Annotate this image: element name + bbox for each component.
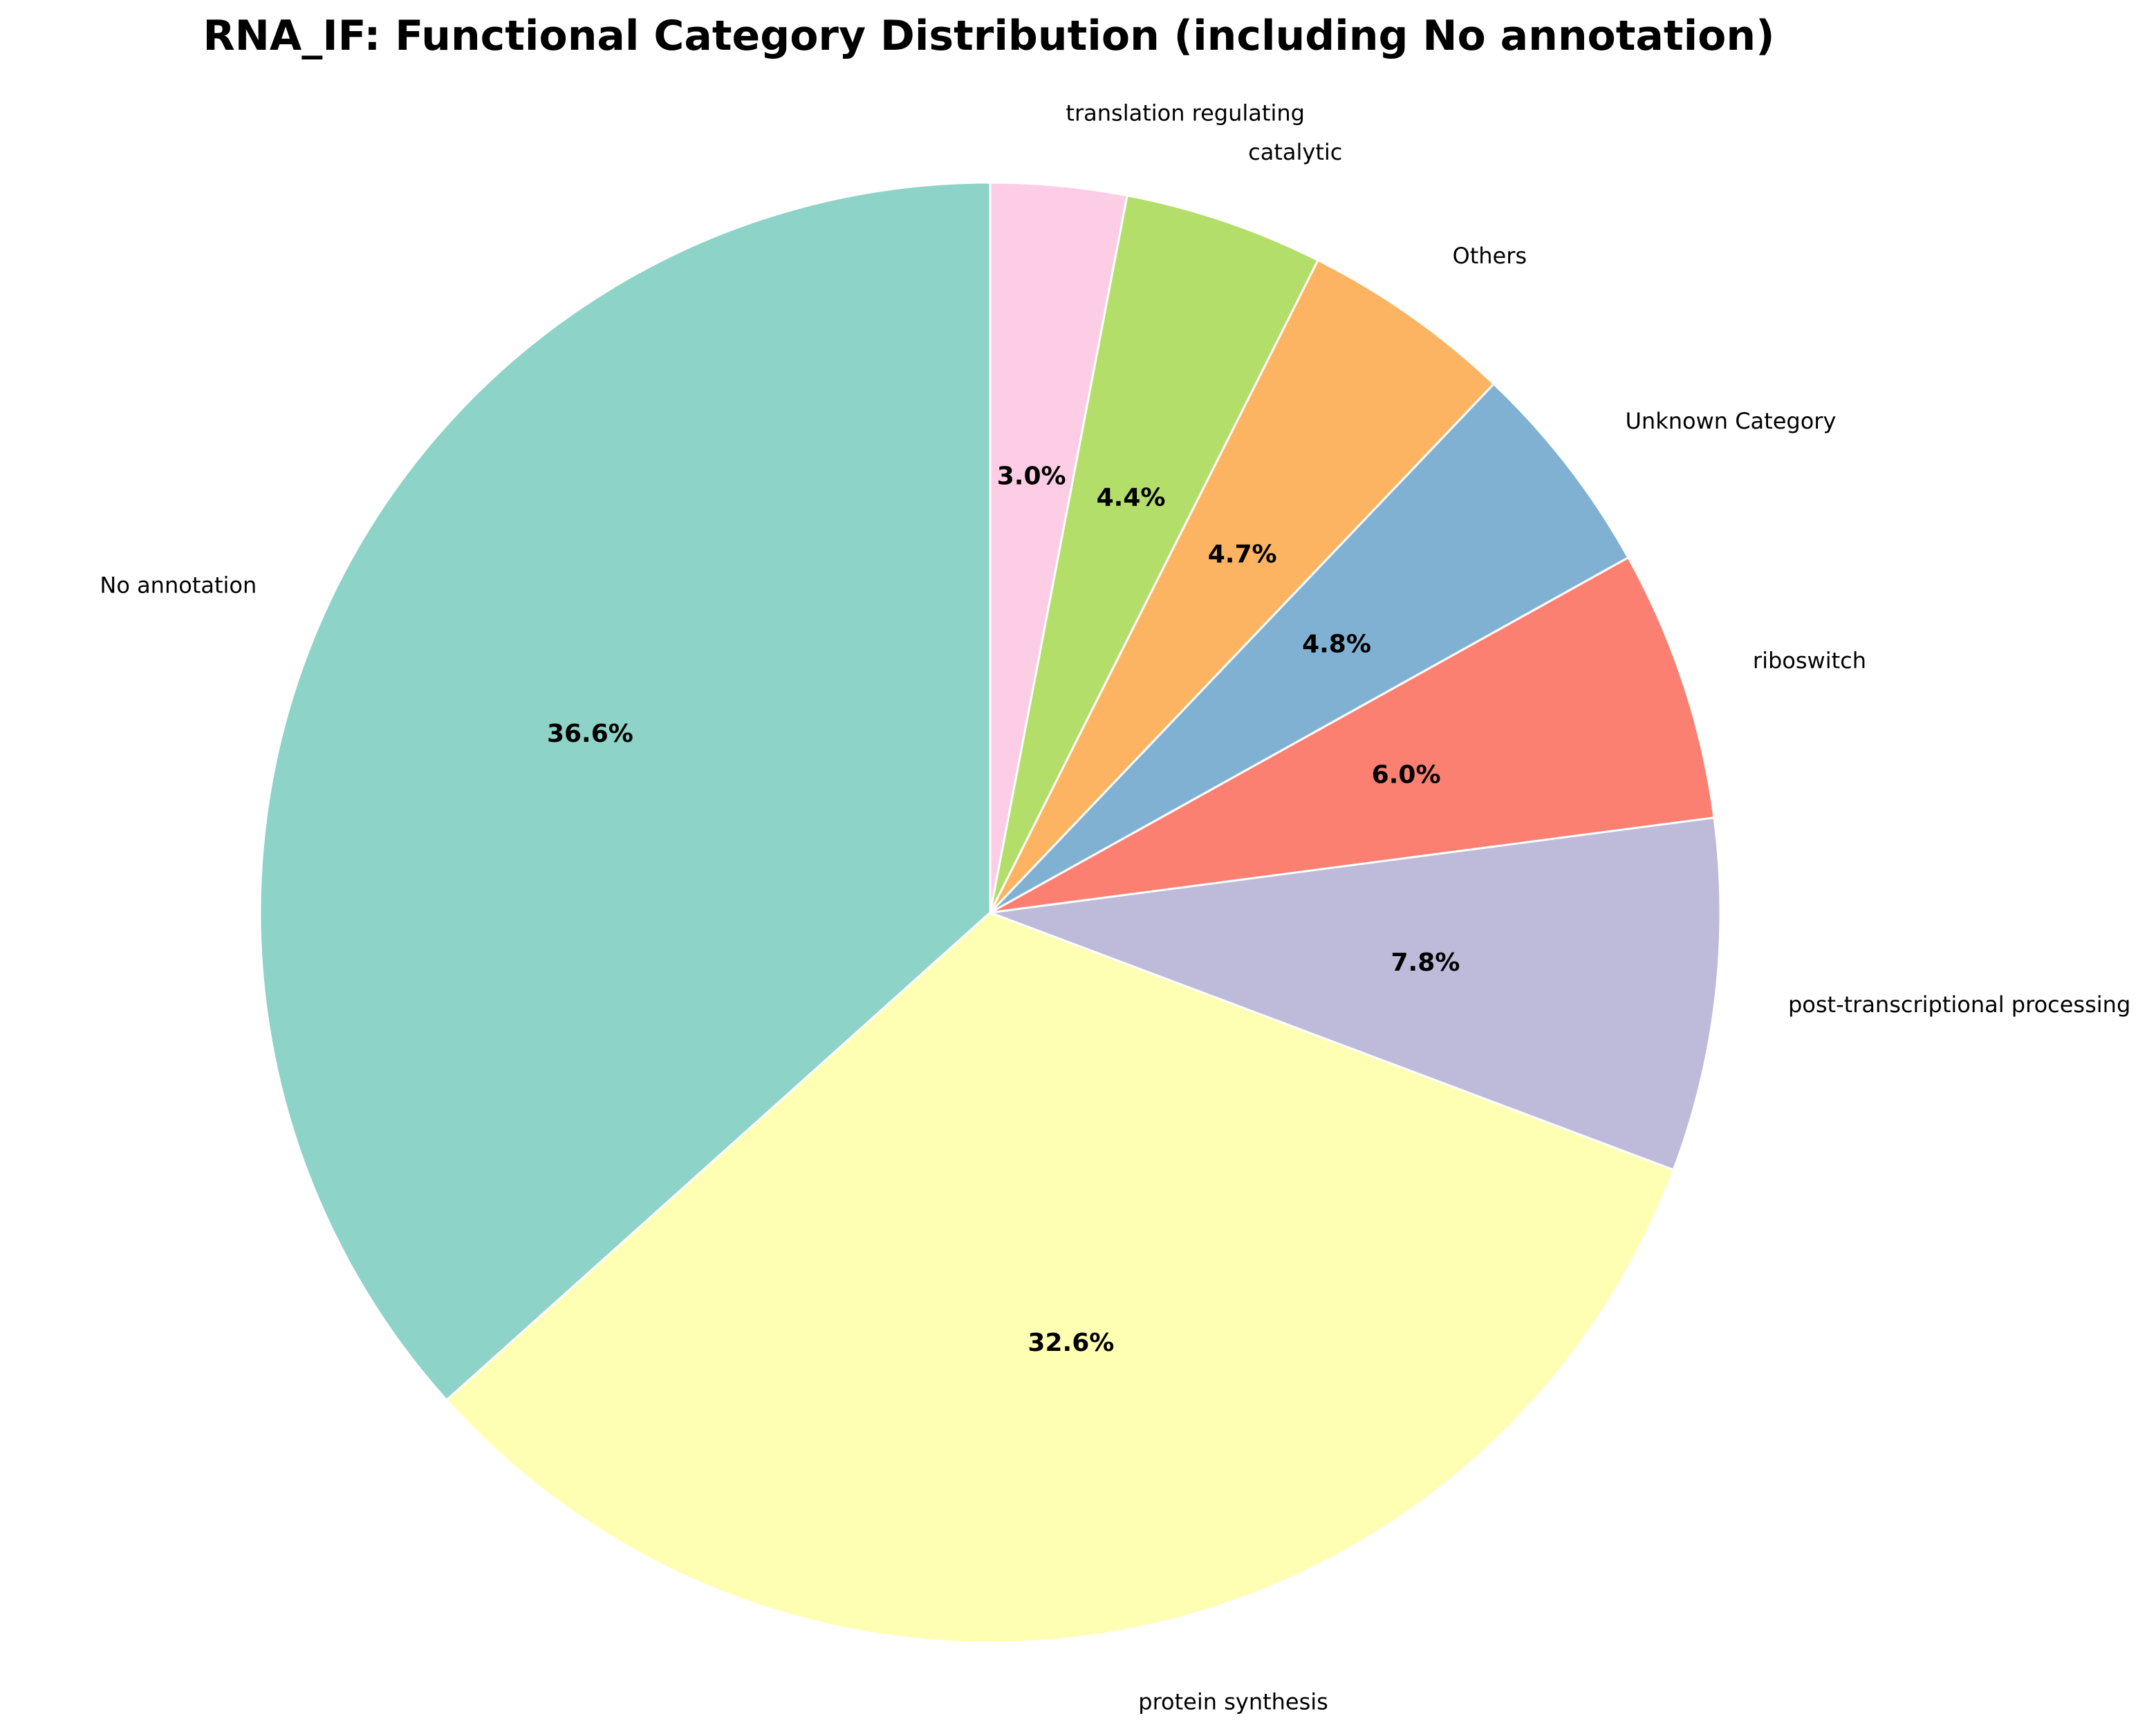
pct-label-catalytic: 4.4% bbox=[1097, 483, 1166, 512]
pct-label-riboswitch: 6.0% bbox=[1372, 761, 1441, 790]
pct-label-protein-synthesis: 32.6% bbox=[1028, 1329, 1114, 1357]
category-label-others: Others bbox=[1453, 243, 1527, 269]
pie-slice-protein-synthesis bbox=[445, 911, 1675, 1644]
pie-slice-unknown-category bbox=[989, 382, 1630, 914]
pct-label-others: 4.7% bbox=[1208, 540, 1277, 568]
pie-slice-no-annotation bbox=[259, 181, 992, 1401]
pct-label-translation-regulating: 3.0% bbox=[997, 463, 1066, 491]
pie-slice-catalytic bbox=[989, 194, 1319, 914]
chart-title: RNA_IF: Functional Category Distribution… bbox=[203, 12, 1774, 60]
category-label-unknown-category: Unknown Category bbox=[1625, 408, 1836, 434]
category-label-no-annotation: No annotation bbox=[100, 572, 257, 599]
category-label-catalytic: catalytic bbox=[1248, 139, 1342, 165]
pie-slice-post-transcriptional-processing bbox=[989, 816, 1722, 1171]
category-label-protein-synthesis: protein synthesis bbox=[1138, 1689, 1328, 1715]
category-label-riboswitch: riboswitch bbox=[1753, 647, 1866, 673]
pie-slices bbox=[259, 181, 1722, 1644]
pie-slice-riboswitch bbox=[989, 556, 1716, 914]
pct-label-unknown-category: 4.8% bbox=[1302, 631, 1371, 659]
pie-slice-translation-regulating bbox=[989, 181, 1128, 914]
pie-slice-others bbox=[989, 259, 1495, 914]
pct-label-post-transcriptional-processing: 7.8% bbox=[1391, 949, 1460, 977]
percentage-labels: 36.6% 32.6% 7.8% 6.0% 4.8% 4.7% 4.4% 3.0% bbox=[547, 463, 1460, 1358]
category-labels: No annotation protein synthesis post-trans… bbox=[100, 100, 2130, 1715]
category-label-post-transcriptional-processing: post-transcriptional processing bbox=[1788, 991, 2130, 1018]
category-label-translation-regulating: translation regulating bbox=[1066, 100, 1305, 127]
pct-label-no-annotation: 36.6% bbox=[547, 720, 633, 748]
